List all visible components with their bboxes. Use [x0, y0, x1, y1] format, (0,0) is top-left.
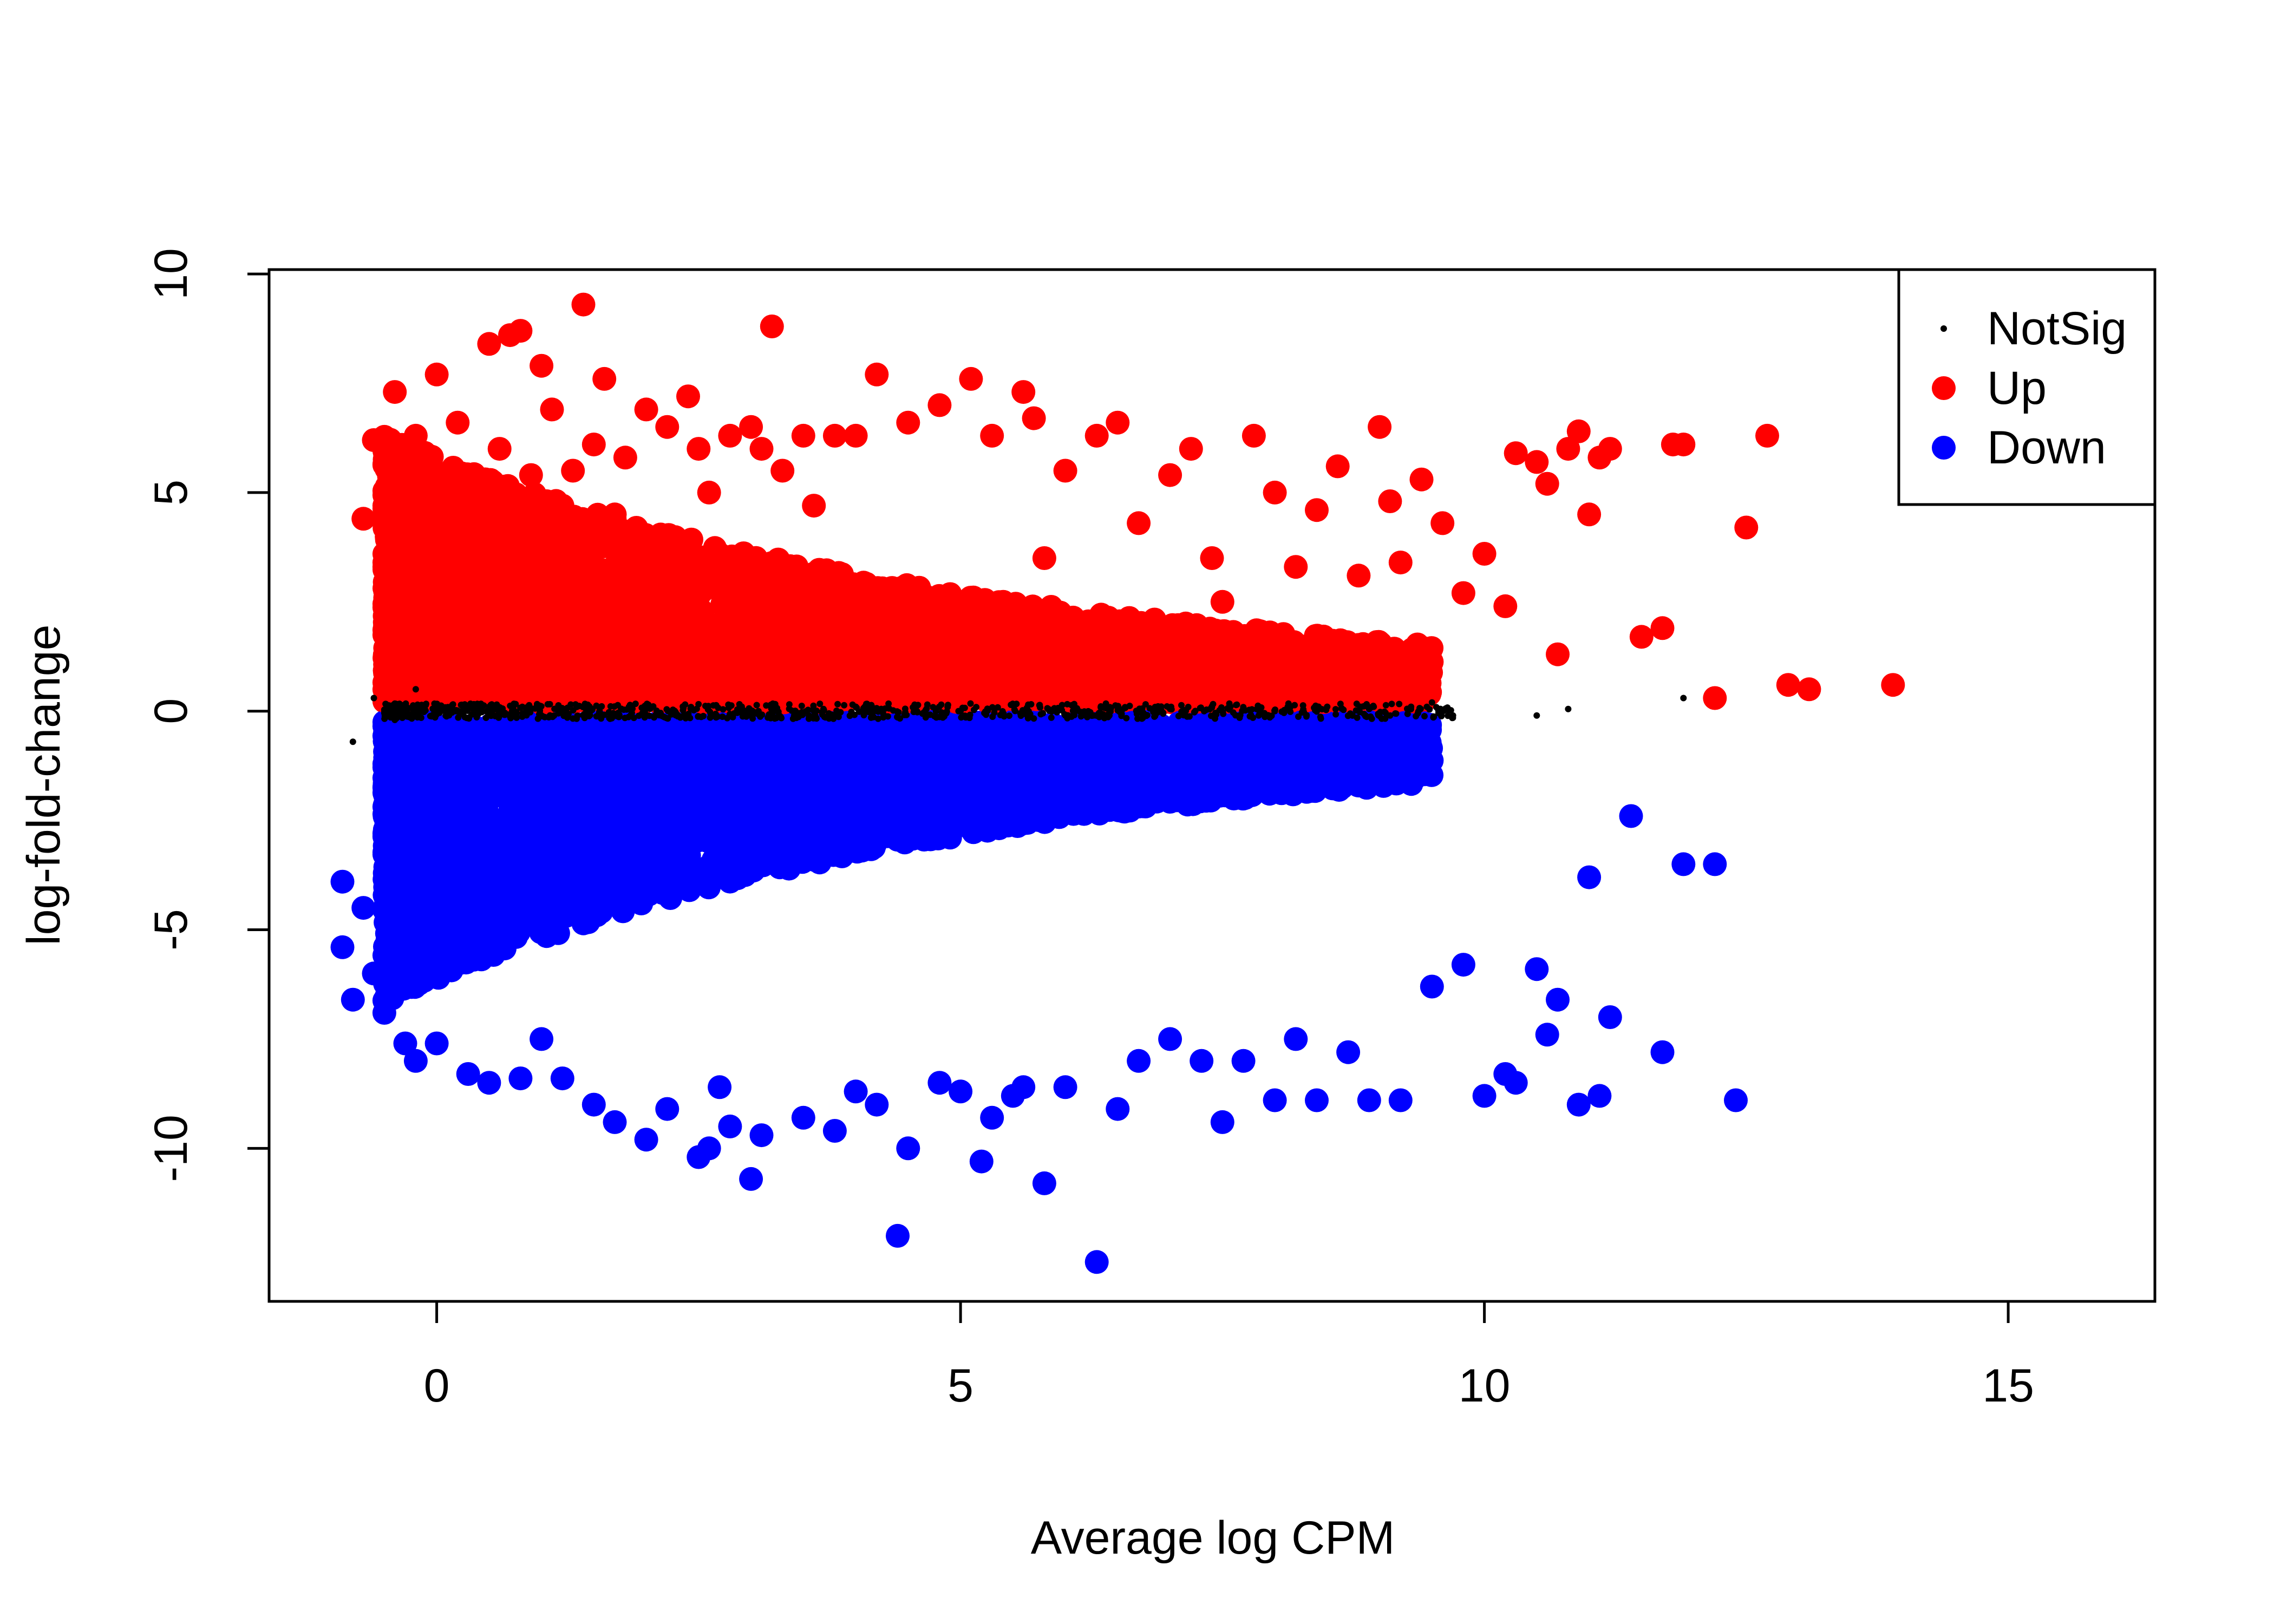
- dense-point-cloud: [372, 424, 1456, 1013]
